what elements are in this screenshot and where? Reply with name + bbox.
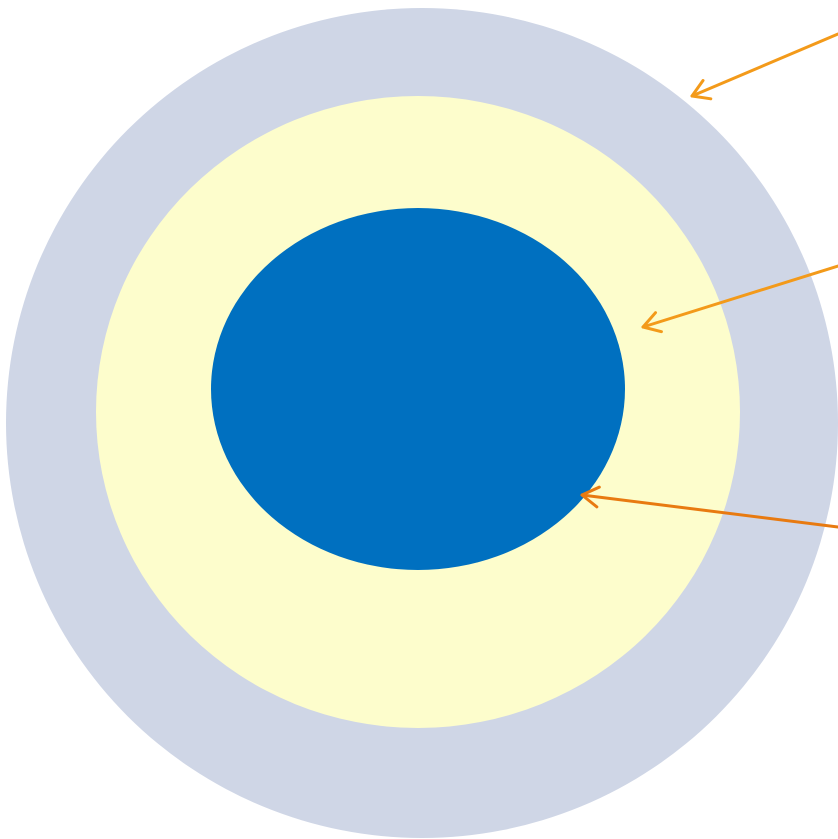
pointer-inner-core — [580, 485, 838, 529]
pointer-inner-core-shaft — [580, 493, 838, 529]
pointer-middle-ring — [641, 264, 838, 334]
pointer-arrows-group — [580, 32, 838, 529]
pointer-middle-ring-shaft — [641, 264, 838, 329]
pointer-outer-ring-arrowhead-icon — [690, 79, 713, 101]
rings-group — [6, 8, 838, 838]
inner-core — [211, 208, 625, 570]
pointer-outer-ring — [690, 32, 838, 101]
pointer-middle-ring-arrowhead-icon — [641, 311, 663, 334]
pointer-outer-ring-shaft — [690, 32, 838, 98]
pointer-inner-core-arrowhead-icon — [580, 485, 601, 509]
